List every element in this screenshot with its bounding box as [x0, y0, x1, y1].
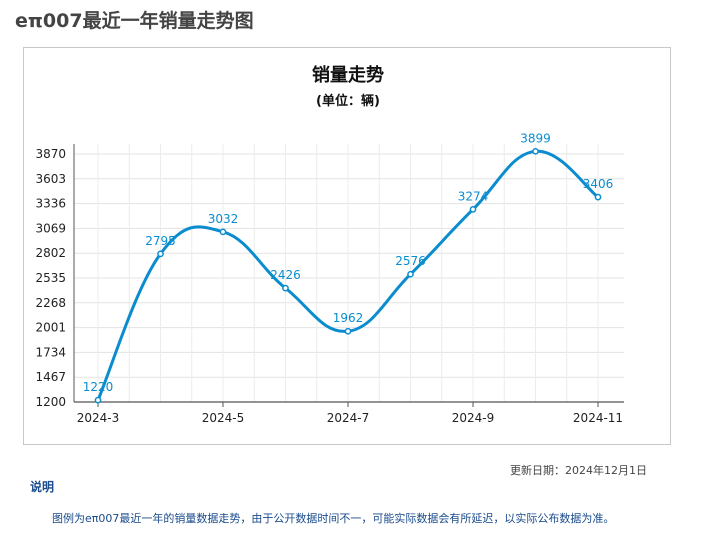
data-label: 1962	[333, 311, 364, 325]
y-tick-label: 3603	[35, 172, 66, 186]
grid	[74, 144, 624, 403]
y-tick-label: 2001	[35, 321, 66, 335]
data-label: 1220	[83, 380, 114, 394]
data-label: 3274	[458, 189, 489, 203]
data-label: 2576	[395, 254, 426, 268]
data-label: 3899	[520, 131, 551, 145]
y-tick-label: 1467	[35, 370, 66, 384]
data-label: 2795	[145, 234, 176, 248]
series-line	[96, 149, 600, 402]
data-point[interactable]	[594, 193, 602, 201]
x-tick-label: 2024-7	[327, 411, 370, 425]
data-point[interactable]	[157, 250, 164, 258]
page-title: eπ007最近一年销量走势图	[15, 10, 254, 32]
chart-subtitle: (单位：辆)	[316, 93, 380, 109]
notes-text: 图例为eπ007最近一年的销量数据走势，由于公开数据时间不一，可能实际数据会有所…	[52, 512, 615, 525]
y-tick-label: 3069	[35, 221, 66, 235]
x-tick-label: 2024-11	[573, 411, 623, 425]
notes-heading: 说明	[30, 480, 55, 494]
x-tick-label: 2024-5	[202, 411, 245, 425]
data-point[interactable]	[407, 270, 414, 278]
data-point[interactable]	[94, 396, 102, 404]
series-line-path	[96, 149, 600, 402]
data-point[interactable]	[219, 228, 227, 236]
update-date: 更新日期：2024年12月1日	[510, 464, 647, 477]
data-label: 3406	[583, 177, 614, 191]
x-tick-label: 2024-3	[77, 411, 120, 425]
data-point[interactable]	[344, 327, 352, 335]
y-tick-label: 3336	[35, 197, 66, 211]
data-points	[94, 147, 602, 404]
data-point[interactable]	[282, 284, 289, 292]
data-label: 2426	[270, 268, 301, 282]
y-tick-label: 1734	[35, 345, 66, 359]
y-tick-label: 3870	[35, 147, 66, 161]
axes: 1200 1467 1734 2001 2268 2535 2802 3069 3336 3603…	[35, 144, 624, 425]
x-tick-label: 2024-9	[452, 411, 495, 425]
data-label: 3032	[208, 212, 239, 226]
sales-chart: 销量走势 (单位：辆) 1200 1467 1734 2001 2268 2535 2802…	[23, 47, 671, 445]
chart-title: 销量走势	[312, 64, 384, 86]
y-tick-label: 1200	[35, 395, 66, 409]
sales-line-chart: 销量走势 (单位：辆) 1200 1467 1734 2001 2268 2535 2802…	[35, 64, 624, 425]
y-tick-label: 2268	[35, 296, 66, 310]
data-labels: 1220 2795 3032 2426 1962 2576 3274 3899 3406	[83, 131, 614, 394]
data-point[interactable]	[532, 147, 539, 155]
y-tick-label: 2535	[35, 271, 66, 285]
y-tick-label: 2802	[35, 246, 66, 260]
data-point[interactable]	[469, 206, 477, 213]
